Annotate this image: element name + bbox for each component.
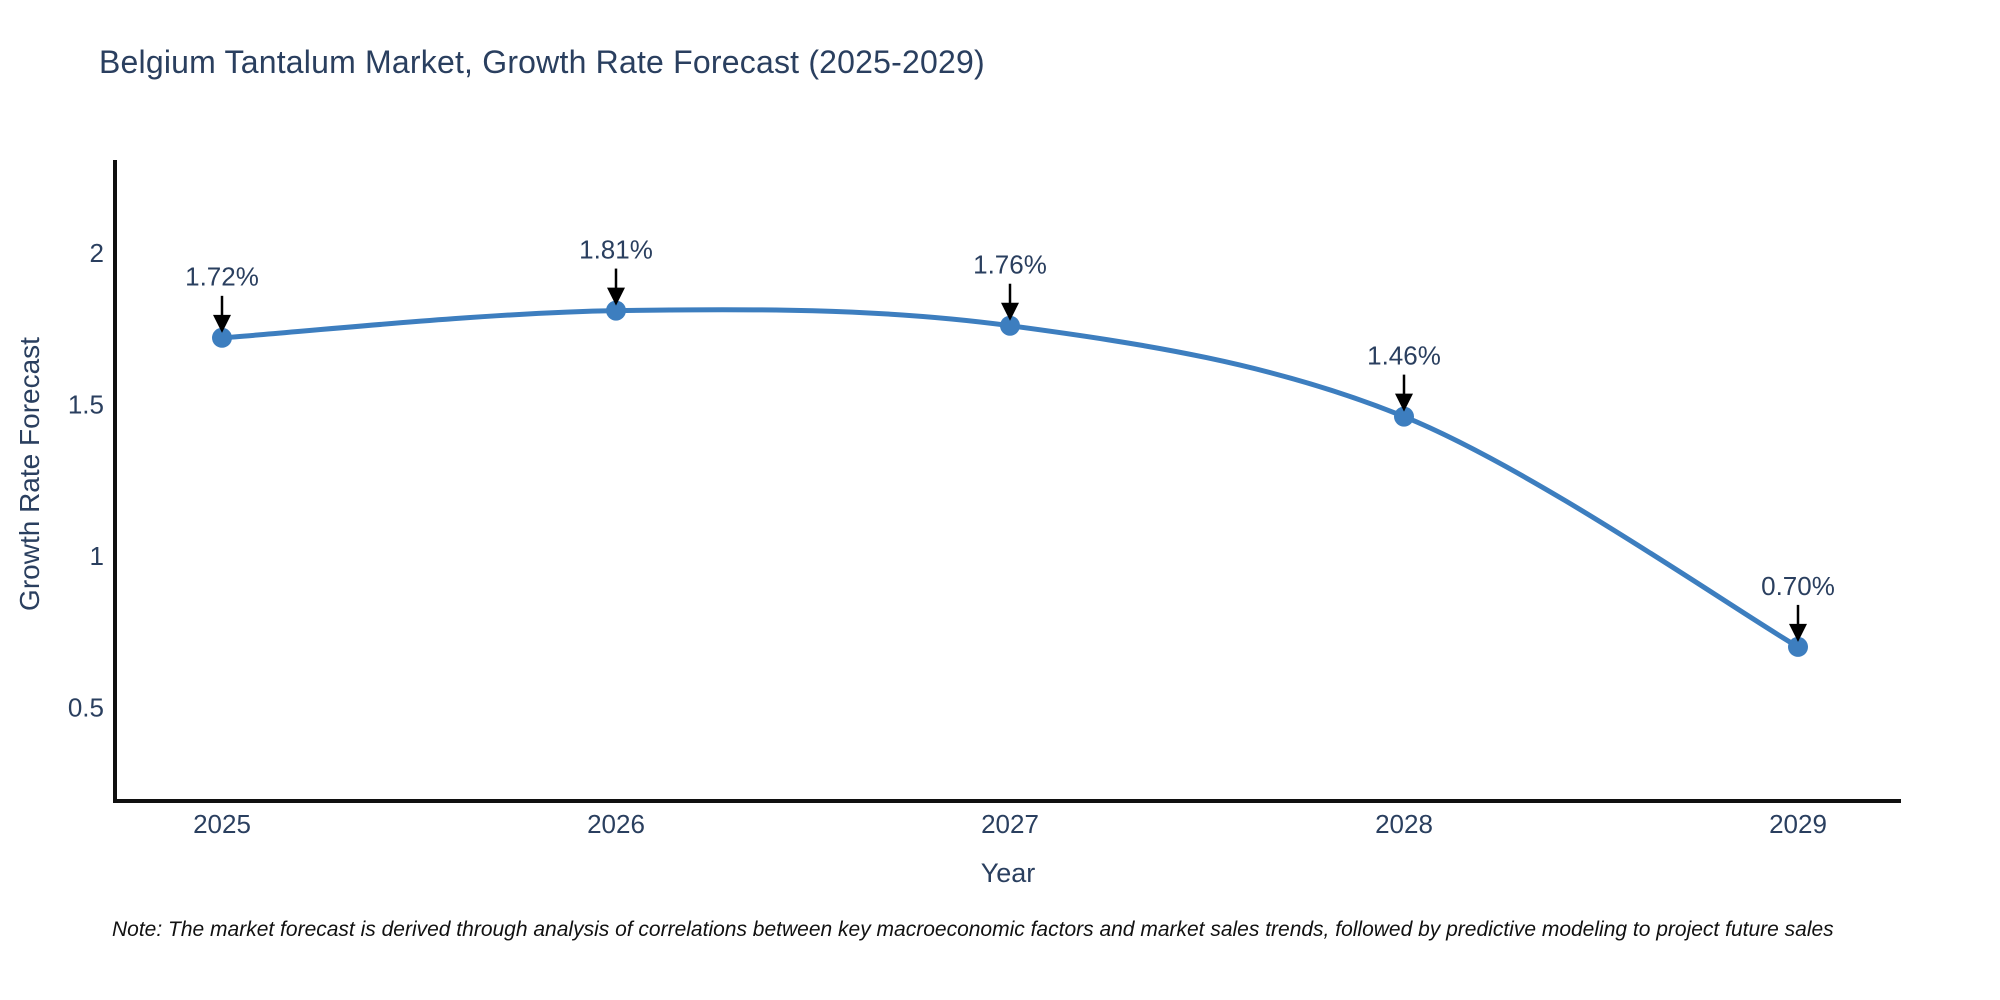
annotation-label: 0.70% [1761, 571, 1835, 601]
annotation-label: 1.46% [1367, 340, 1441, 370]
data-point-marker [212, 327, 232, 348]
point-annotations: 1.72% 1.81% 1.76% 1.46% 0.70% [185, 234, 1835, 642]
annotation-arrowhead-icon [1789, 623, 1807, 642]
annotation-label: 1.72% [185, 262, 259, 292]
annotation-arrowhead-icon [213, 314, 231, 333]
data-point-marker [1394, 406, 1414, 427]
line-series [219, 307, 1801, 650]
data-point-marker [606, 300, 626, 321]
data-point-markers [212, 300, 1808, 657]
x-tick-label: 2025 [193, 809, 251, 839]
chart-title: Belgium Tantalum Market, Growth Rate For… [99, 44, 985, 80]
y-tick-label: 1.5 [68, 390, 104, 420]
x-axis-title: Year [980, 858, 1036, 888]
x-tick-label: 2026 [587, 809, 645, 839]
annotation-arrowhead-icon [1001, 302, 1019, 321]
y-tick-label: 1 [90, 541, 104, 571]
growth-rate-line [219, 307, 1801, 650]
data-point-marker [1788, 636, 1808, 657]
annotation-label: 1.81% [579, 234, 653, 264]
footnote: Note: The market forecast is derived thr… [112, 918, 1834, 941]
data-point-marker [1000, 315, 1020, 336]
y-tick-label: 0.5 [68, 693, 104, 723]
axis-tick-labels: 0.5 1 1.5 2 2025 2026 2027 2028 2029 [68, 238, 1827, 839]
x-tick-label: 2029 [1769, 809, 1827, 839]
x-tick-label: 2027 [981, 809, 1039, 839]
axis-spines [113, 160, 1901, 803]
y-tick-label: 2 [90, 238, 104, 268]
annotation-label: 1.76% [973, 250, 1047, 280]
x-tick-label: 2028 [1375, 809, 1433, 839]
annotation-arrowhead-icon [607, 287, 625, 306]
annotation-arrowhead-icon [1395, 393, 1413, 412]
